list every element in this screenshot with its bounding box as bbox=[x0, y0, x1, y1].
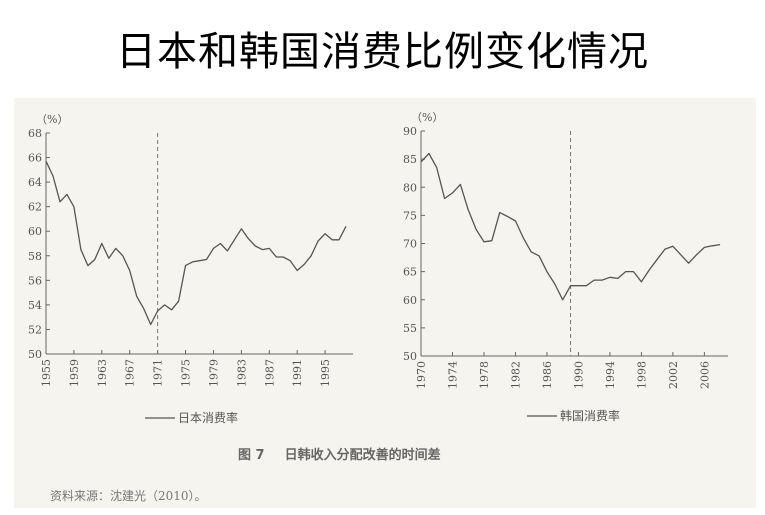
korea-y-tick-label: 75 bbox=[403, 209, 417, 222]
korea-y-tick-label: 50 bbox=[403, 350, 417, 363]
korea-x-tick-label: 1974 bbox=[446, 361, 459, 389]
japan-unit-label: （%） bbox=[36, 113, 68, 126]
japan-chart: （%） 50 52 54 56 58 60 62 64 66 68 1955 1959 1963 1967 1… bbox=[28, 113, 353, 425]
korea-y-tick-label: 65 bbox=[403, 266, 417, 279]
korea-y-tick-label: 55 bbox=[403, 322, 417, 335]
korea-x-tick-label: 2006 bbox=[698, 361, 711, 389]
japan-y-tick-label: 56 bbox=[28, 274, 42, 287]
japan-y-tick-label: 62 bbox=[28, 201, 42, 214]
korea-y-tick-label: 60 bbox=[403, 294, 417, 307]
korea-unit-label: （%） bbox=[411, 111, 443, 124]
japan-x-tick-label: 1991 bbox=[291, 359, 304, 387]
korea-y-tick-label: 85 bbox=[403, 153, 417, 166]
japan-y-tick-label: 54 bbox=[28, 299, 42, 312]
japan-y-tick-label: 60 bbox=[28, 225, 42, 238]
korea-legend-label: 韩国消费率 bbox=[560, 408, 620, 423]
korea-y-tick-label: 80 bbox=[403, 181, 417, 194]
japan-legend-label: 日本消费率 bbox=[178, 410, 238, 425]
japan-x-tick-label: 1979 bbox=[207, 359, 220, 387]
korea-series-line bbox=[420, 152, 721, 301]
slide-title: 日本和韩国消费比例变化情况 bbox=[116, 29, 649, 75]
japan-series-line bbox=[45, 160, 347, 326]
japan-x-tick-label: 1955 bbox=[40, 359, 53, 387]
korea-x-tick-label: 1998 bbox=[635, 361, 648, 389]
korea-x-tick-label: 1986 bbox=[541, 361, 554, 389]
japan-x-tick-label: 1963 bbox=[96, 359, 109, 387]
japan-x-tick-label: 1995 bbox=[319, 359, 332, 387]
japan-x-tick-label: 1975 bbox=[180, 359, 193, 387]
japan-x-tick-label: 1983 bbox=[235, 359, 248, 387]
figure-caption-text: 日韩收入分配改善的时间差 bbox=[284, 448, 441, 463]
japan-x-tick-label: 1959 bbox=[68, 359, 81, 387]
figure-number: 图 7 bbox=[238, 448, 265, 463]
source-note: 资料来源：沈建光（2010）。 bbox=[50, 489, 207, 503]
japan-y-tick-label: 50 bbox=[28, 348, 42, 361]
korea-x-tick-label: 1978 bbox=[478, 361, 491, 389]
korea-x-tick-label: 1990 bbox=[572, 361, 585, 389]
figure-scan bbox=[14, 98, 756, 508]
japan-y-tick-label: 52 bbox=[28, 323, 42, 336]
japan-y-tick-label: 64 bbox=[28, 176, 42, 189]
japan-y-tick-label: 68 bbox=[28, 127, 42, 140]
korea-x-tick-label: 1994 bbox=[604, 361, 617, 389]
korea-chart: （%） 50 55 60 65 70 75 80 85 90 1970 1974 1978 1982 198… bbox=[403, 111, 728, 423]
korea-x-tick-label: 1982 bbox=[509, 361, 522, 389]
japan-x-tick-label: 1967 bbox=[124, 359, 137, 387]
korea-y-tick-label: 90 bbox=[403, 125, 417, 138]
korea-y-tick-label: 70 bbox=[403, 238, 417, 251]
figure-caption: 图 7 日韩收入分配改善的时间差 bbox=[238, 444, 441, 463]
korea-x-tick-label: 2002 bbox=[667, 361, 680, 389]
japan-x-tick-label: 1987 bbox=[263, 359, 276, 387]
japan-x-tick-label: 1971 bbox=[152, 359, 165, 387]
japan-y-tick-label: 66 bbox=[28, 152, 42, 165]
korea-x-tick-label: 1970 bbox=[415, 361, 428, 389]
japan-y-tick-label: 58 bbox=[28, 250, 42, 263]
